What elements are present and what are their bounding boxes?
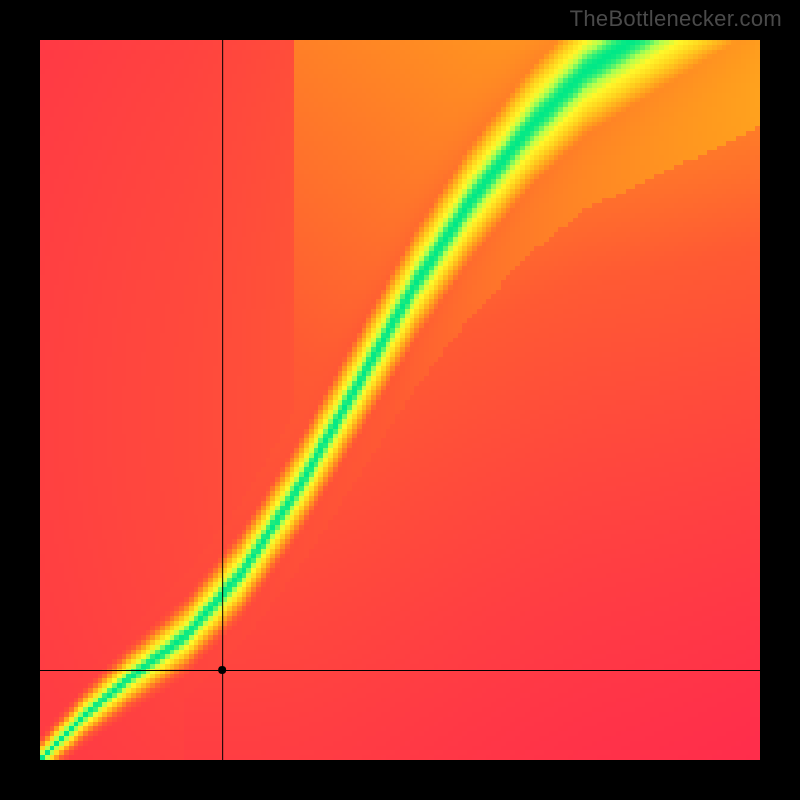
heatmap-canvas [40, 40, 760, 760]
plot-area [40, 40, 760, 760]
watermark-text: TheBottlenecker.com [570, 6, 782, 32]
